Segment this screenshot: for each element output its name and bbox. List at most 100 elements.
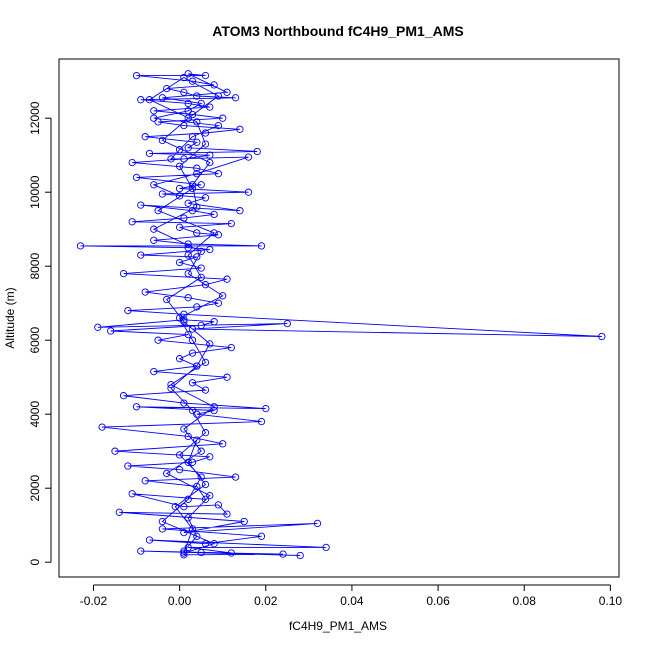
data-point bbox=[180, 528, 188, 537]
data-point bbox=[180, 316, 188, 324]
data-point bbox=[214, 299, 223, 307]
data-point bbox=[141, 133, 149, 141]
data-point bbox=[214, 121, 223, 130]
data-point bbox=[184, 114, 192, 122]
data-point bbox=[197, 473, 205, 481]
data-point bbox=[188, 110, 197, 119]
data-point bbox=[175, 146, 184, 154]
data-point bbox=[163, 84, 171, 93]
y-tick-label: 8000 bbox=[28, 253, 42, 280]
data-point bbox=[119, 269, 128, 278]
y-axis: 0 2000 4000 6000 8000 10000 12000 bbox=[28, 101, 52, 566]
data-point bbox=[206, 158, 214, 167]
data-point bbox=[188, 379, 197, 387]
data-point bbox=[231, 473, 240, 481]
data-point bbox=[313, 519, 322, 528]
data-point bbox=[132, 71, 141, 80]
data-point bbox=[150, 236, 158, 244]
x-tick-label: -0.02 bbox=[80, 594, 108, 608]
data-point bbox=[231, 94, 240, 102]
data-point bbox=[193, 303, 201, 311]
data-point bbox=[175, 184, 184, 193]
y-tick-label: 2000 bbox=[28, 475, 42, 502]
data-point bbox=[128, 158, 136, 167]
data-point bbox=[210, 403, 218, 411]
data-point bbox=[197, 321, 205, 330]
data-point bbox=[223, 88, 231, 96]
data-point bbox=[223, 510, 231, 518]
data-point bbox=[219, 114, 227, 122]
data-point bbox=[188, 77, 197, 85]
data-point bbox=[188, 458, 197, 466]
data-point bbox=[210, 318, 218, 326]
data-point bbox=[180, 399, 188, 407]
data-point bbox=[210, 229, 218, 237]
data-point bbox=[201, 140, 210, 148]
data-point bbox=[180, 549, 188, 557]
data-point bbox=[188, 525, 197, 533]
data-point bbox=[132, 173, 141, 182]
data-point bbox=[257, 417, 266, 426]
data-point bbox=[145, 96, 154, 104]
x-tick-label: 0.06 bbox=[426, 594, 450, 608]
data-point bbox=[197, 264, 205, 272]
data-point bbox=[193, 92, 201, 100]
data-point bbox=[193, 436, 201, 444]
data-point bbox=[598, 332, 606, 341]
data-point bbox=[201, 281, 210, 289]
data-point bbox=[193, 203, 201, 211]
data-point bbox=[197, 273, 205, 281]
data-point bbox=[206, 491, 214, 500]
data-point bbox=[193, 362, 201, 370]
data-point bbox=[158, 190, 167, 198]
data-point bbox=[137, 201, 145, 209]
x-tick-label: 0.10 bbox=[599, 594, 623, 608]
data-point bbox=[210, 81, 218, 89]
data-point bbox=[137, 547, 145, 555]
data-point bbox=[296, 551, 304, 560]
data-point bbox=[184, 99, 192, 108]
data-point bbox=[188, 184, 197, 193]
data-point bbox=[193, 532, 201, 540]
data-point bbox=[206, 453, 214, 461]
x-axis: -0.02 0.00 0.02 0.04 0.06 0.08 0.10 bbox=[80, 584, 623, 608]
x-tick-label: 0.02 bbox=[254, 594, 278, 608]
y-tick-label: 12000 bbox=[28, 101, 42, 135]
data-point bbox=[214, 170, 223, 178]
data-point bbox=[180, 310, 188, 318]
data-point bbox=[175, 162, 184, 170]
y-tick-label: 6000 bbox=[28, 327, 42, 354]
data-point bbox=[150, 181, 158, 189]
data-point bbox=[210, 406, 218, 415]
data-point bbox=[197, 99, 205, 108]
data-point bbox=[150, 107, 158, 115]
data-point bbox=[180, 155, 188, 163]
data-point bbox=[206, 151, 214, 159]
data-point bbox=[210, 540, 218, 548]
data-point bbox=[163, 469, 171, 478]
data-point bbox=[76, 242, 85, 250]
data-point bbox=[180, 214, 188, 222]
data-point bbox=[175, 451, 184, 459]
data-point bbox=[223, 275, 231, 283]
data-point bbox=[206, 340, 214, 348]
data-point bbox=[236, 125, 244, 133]
y-axis-label: Altitude (m) bbox=[3, 287, 17, 348]
data-point bbox=[253, 147, 261, 156]
data-point bbox=[137, 96, 145, 104]
data-point bbox=[240, 517, 248, 526]
data-point bbox=[150, 225, 158, 233]
data-point bbox=[257, 242, 266, 250]
data-point bbox=[219, 292, 227, 300]
data-point bbox=[111, 447, 119, 455]
data-point bbox=[180, 88, 188, 96]
data-point bbox=[137, 251, 145, 259]
data-point bbox=[201, 540, 210, 548]
data-point bbox=[214, 92, 223, 100]
data-point bbox=[124, 306, 132, 315]
data-point bbox=[219, 440, 227, 448]
data-point bbox=[175, 355, 184, 363]
data-point bbox=[193, 164, 201, 172]
data-point bbox=[201, 429, 210, 437]
